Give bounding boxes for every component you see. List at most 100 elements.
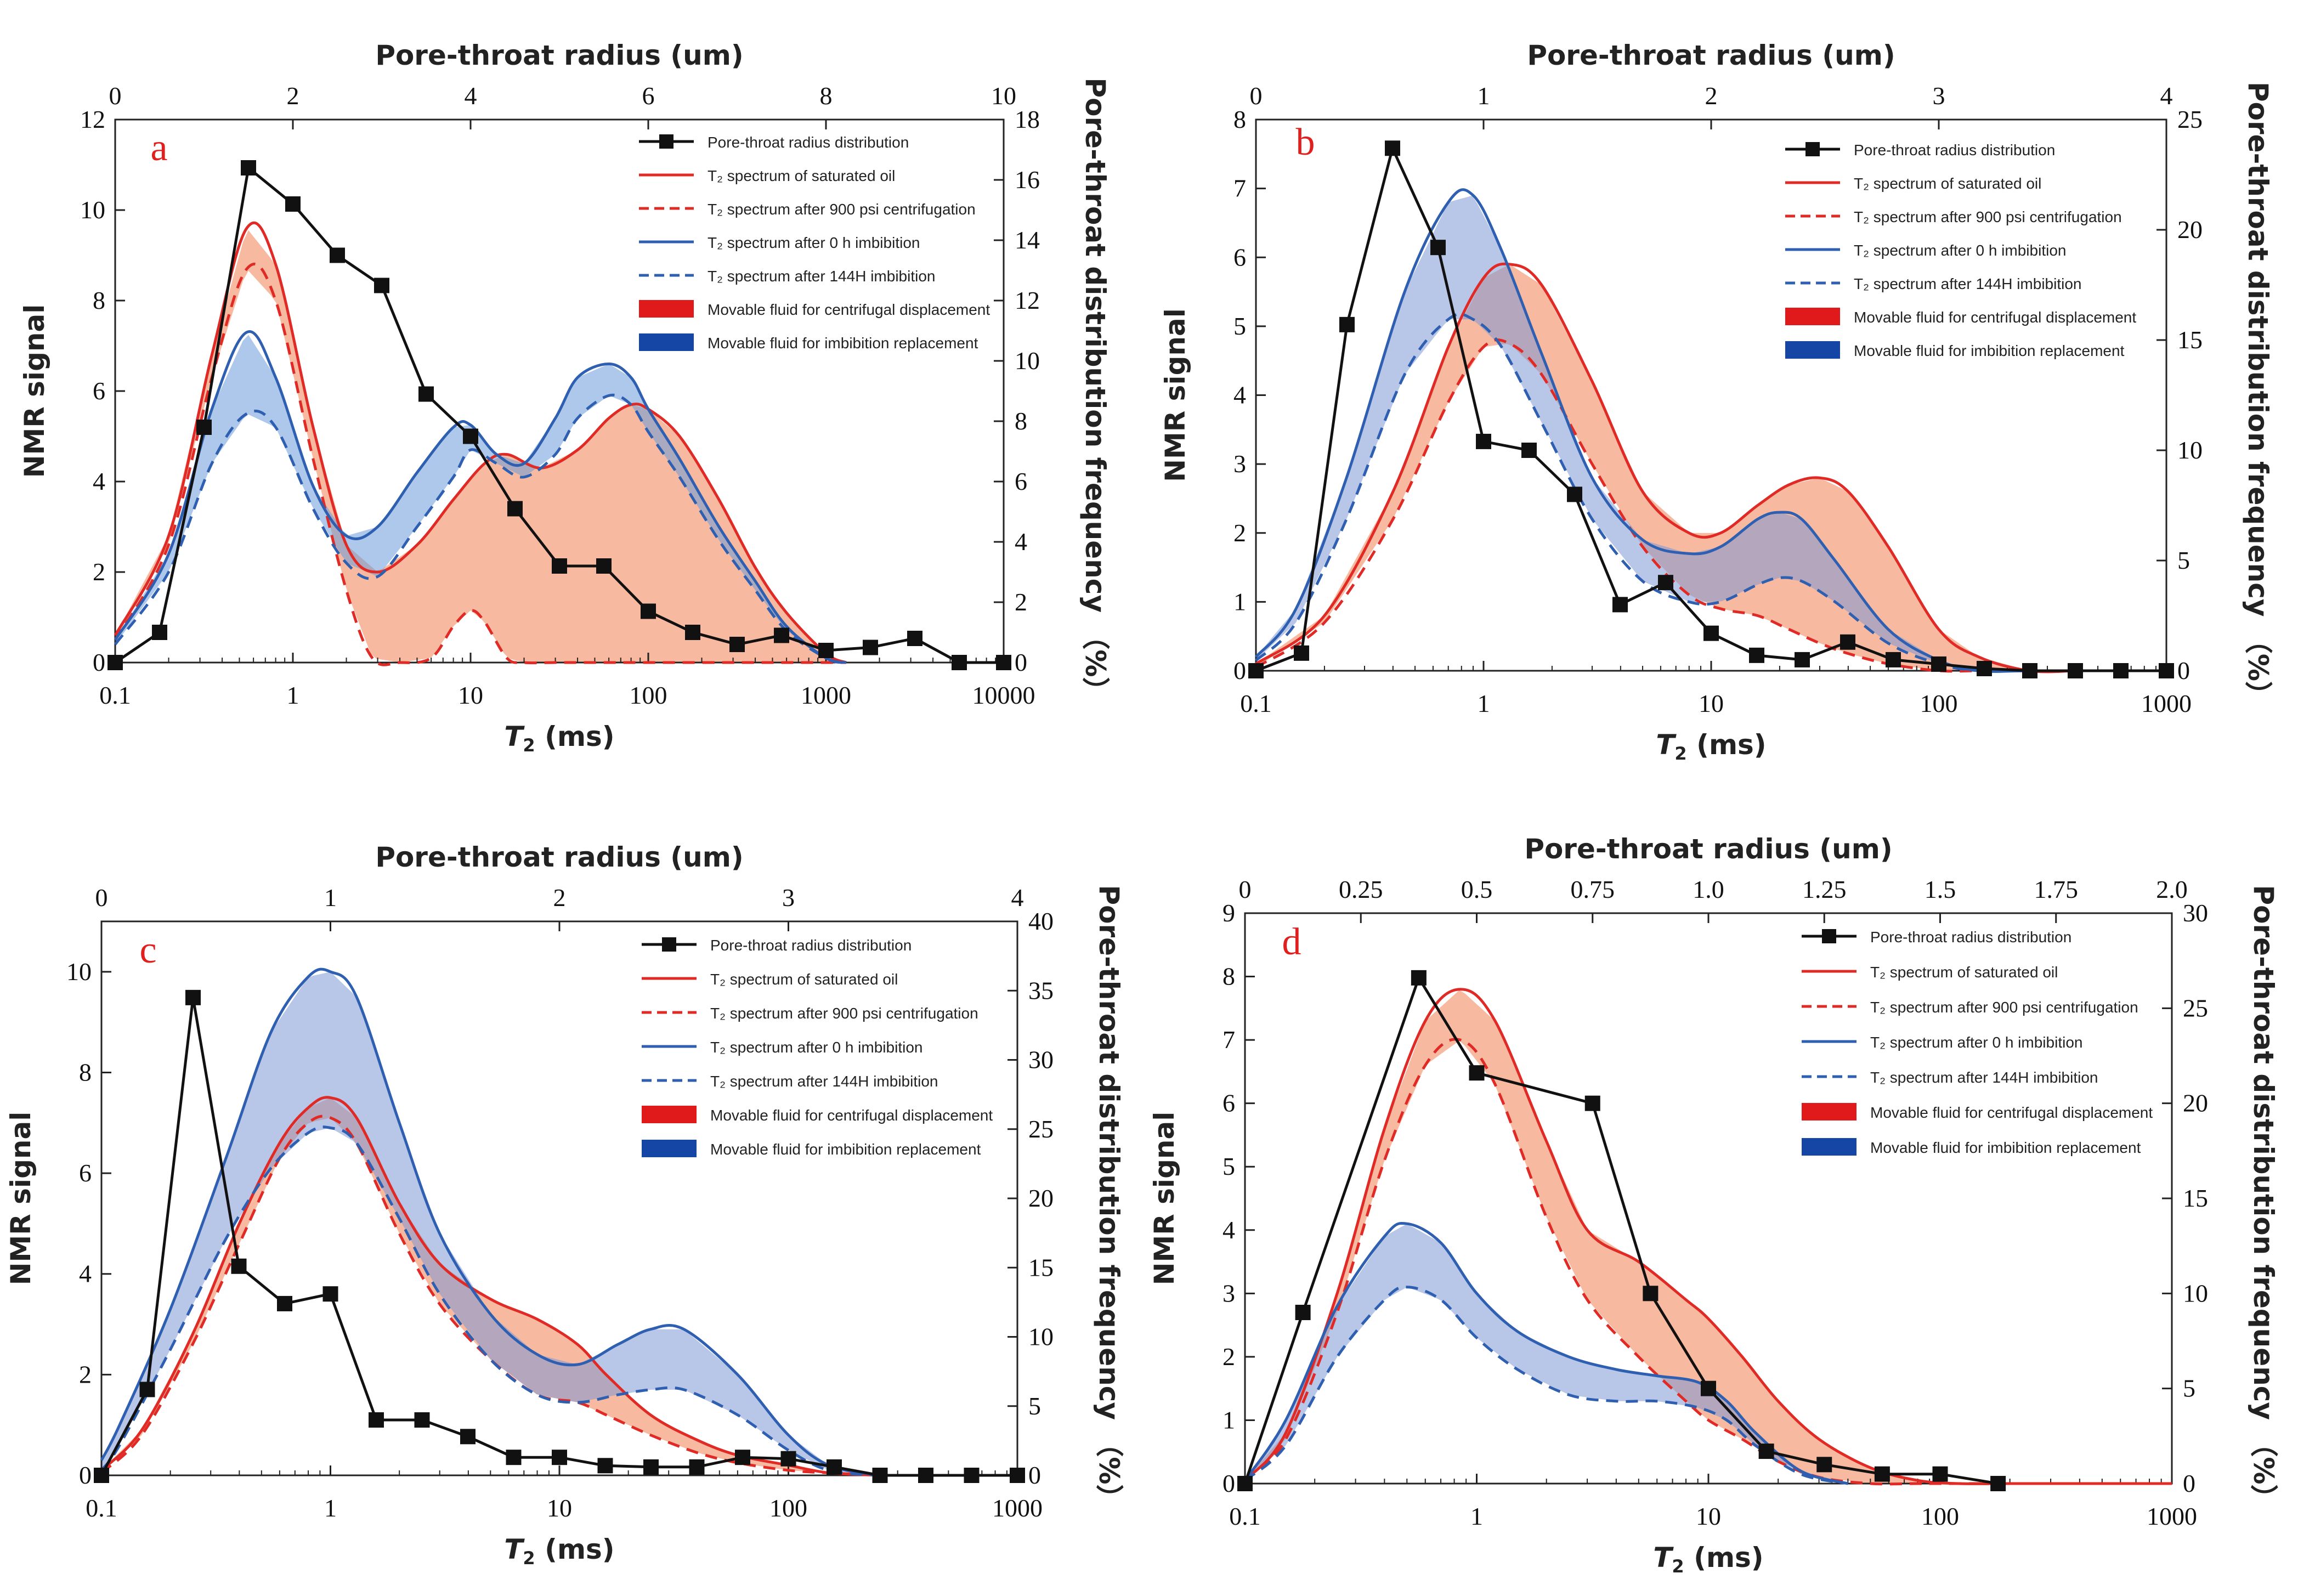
y-tick-label: 3 [1233,450,1246,478]
x2-tick-label: 0.25 [1339,875,1383,903]
legend-label: Movable fluid for imbibition replacement [1854,342,2125,359]
pore-throat-marker [460,1429,476,1445]
legend-label: T₂ spectrum of saturated oil [710,971,898,988]
pore-throat-marker [774,627,789,643]
pore-throat-marker [418,386,434,402]
y-tick-label: 8 [1222,963,1235,991]
x-tick-label: 1000 [801,681,851,709]
y2-tick-label: 14 [1015,226,1040,254]
y-tick-label: 8 [1233,105,1246,133]
y-tick-label: 2 [93,558,105,586]
series-line-imb0 [1255,188,2076,673]
y-tick-label: 4 [79,1260,92,1288]
pore-throat-marker [1567,486,1582,502]
y-tick-label: 6 [79,1159,92,1187]
x2-tick-label: 4 [1011,884,1024,912]
y2-axis-title: Pore-throat distribution frequency （%） [1093,885,1125,1512]
y-tick-label: 10 [66,958,92,986]
y2-tick-label: 0 [1028,1461,1041,1489]
y2-tick-label: 0 [1015,648,1027,676]
y2-tick-label: 20 [1028,1184,1054,1212]
y-axis-title: NMR signal [1159,308,1191,482]
pore-throat-marker [552,558,567,574]
pore-throat-marker [463,428,478,444]
y2-tick-label: 30 [1028,1046,1054,1074]
legend-swatch-fill [1785,308,1840,325]
pore-throat-marker [2113,663,2129,678]
y2-tick-label: 16 [1015,166,1040,194]
pore-throat-marker [369,1412,384,1428]
pore-throat-marker [818,643,834,658]
y2-tick-label: 10 [1028,1323,1054,1351]
series-line-cen [1255,338,2076,673]
series-line-sat [100,1096,880,1477]
y-tick-label: 7 [1222,1026,1235,1054]
x2-tick-label: 3 [782,884,795,912]
x2-tick-label: 2.0 [2156,875,2188,903]
x2-tick-label: 2 [1705,82,1718,110]
x2-tick-label: 0 [95,884,108,912]
y-tick-label: 0 [93,648,105,676]
series-line-imb0 [114,330,847,664]
legend-label: T₂ spectrum after 144H imbibition [707,268,935,285]
legend-label: T₂ spectrum of saturated oil [707,167,895,184]
y-tick-label: 6 [93,377,105,405]
legend-swatch-marker [1822,929,1836,943]
pore-throat-marker [1840,634,1855,650]
legend-label: T₂ spectrum after 144H imbibition [1870,1069,2098,1086]
y2-tick-label: 20 [2183,1089,2208,1117]
y-tick-label: 10 [80,196,105,224]
series-line-imb144 [100,1125,880,1477]
y2-tick-label: 25 [1028,1115,1054,1143]
series-line-imb0 [100,967,880,1477]
pore-throat-marker [1237,1476,1253,1491]
imbibition-fill-area [1245,1224,1848,1484]
pore-throat-marker [1430,240,1446,256]
y-tick-label: 1 [1222,1406,1235,1434]
legend-swatch-fill [1785,341,1840,359]
y-tick-label: 3 [1222,1279,1235,1307]
series-line-imb144 [114,393,847,664]
legend-label: Movable fluid for centrifugal displaceme… [1854,309,2136,326]
y2-tick-label: 15 [2177,326,2203,354]
pore-throat-marker [1990,1476,2006,1491]
x-tick-label: 1 [1470,1502,1483,1530]
pore-throat-marker [735,1450,750,1465]
imbibition-fill-area [115,335,843,662]
series-line-imb0 [1243,1221,1849,1485]
pore-throat-marker [1339,316,1355,332]
series-line-cen [1244,1038,2172,1486]
pore-throat-marker [414,1412,430,1428]
x-tick-label: 1000 [2147,1502,2197,1530]
x-axis-title: T2 (ms) [504,1533,614,1569]
x2-tick-label: 10 [991,82,1016,110]
y2-tick-label: 5 [1028,1392,1041,1420]
pore-throat-marker [374,278,389,293]
y2-tick-label: 0 [2183,1469,2195,1497]
legend-swatch-fill [1802,1103,1856,1120]
pore-throat-marker [952,655,967,670]
x2-axis-title: Pore-throat radius (um) [1524,833,1892,865]
y2-tick-label: 2 [1015,588,1027,616]
series-line-imb144 [1255,313,2076,673]
pore-throat-marker [196,420,212,435]
pore-throat-marker [1643,1286,1659,1301]
x-tick-label: 1000 [2141,689,2192,717]
y-axis-title: NMR signal [5,1112,37,1286]
y2-tick-label: 35 [1028,976,1054,1004]
x2-tick-label: 1.0 [1693,875,1724,903]
x-tick-label: 10 [1699,689,1724,717]
y-tick-label: 6 [1222,1089,1235,1117]
y2-tick-label: 15 [2183,1184,2208,1212]
x-tick-label: 100 [630,681,667,709]
x2-axis-title: Pore-throat radius (um) [375,841,743,873]
pore-throat-marker [94,1468,109,1483]
pore-throat-marker [1816,1457,1832,1473]
legend-label: Pore-throat radius distribution [1854,142,2055,159]
pore-throat-marker [780,1451,796,1467]
legend-label: T₂ spectrum after 144H imbibition [1854,275,2081,292]
centrifugal-fill-area [115,230,843,663]
x2-tick-label: 1 [1478,82,1490,110]
pore-throat-marker [507,501,523,517]
